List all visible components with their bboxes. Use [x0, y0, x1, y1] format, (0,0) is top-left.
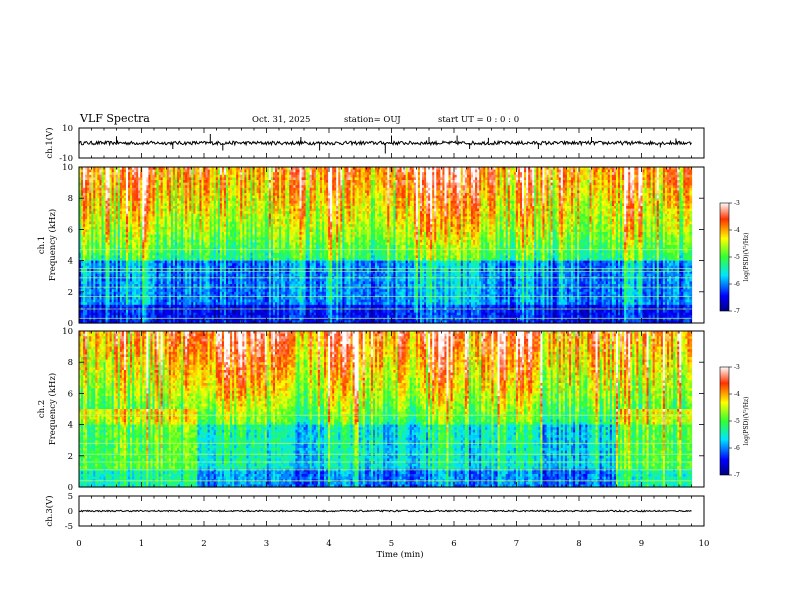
- figure-title: VLF Spectra: [79, 112, 150, 125]
- ch1-waveform-ylabel: ch.1(V): [44, 127, 55, 158]
- ch1-waveform-trace: [79, 134, 692, 154]
- vlf-spectra-figure: VLF Spectra Oct. 31, 2025 station= OUJ s…: [0, 0, 792, 612]
- start-ut-label: start UT = 0 : 0 : 0: [438, 115, 519, 125]
- ch1-waveform-panel: 10 -10 ch.1(V): [44, 124, 704, 164]
- ch1-spectrogram-image: [79, 167, 692, 324]
- station-label: station= OUJ: [344, 115, 401, 125]
- figure-date: Oct. 31, 2025: [252, 115, 310, 125]
- ch1-ytick-top: 10: [62, 124, 73, 134]
